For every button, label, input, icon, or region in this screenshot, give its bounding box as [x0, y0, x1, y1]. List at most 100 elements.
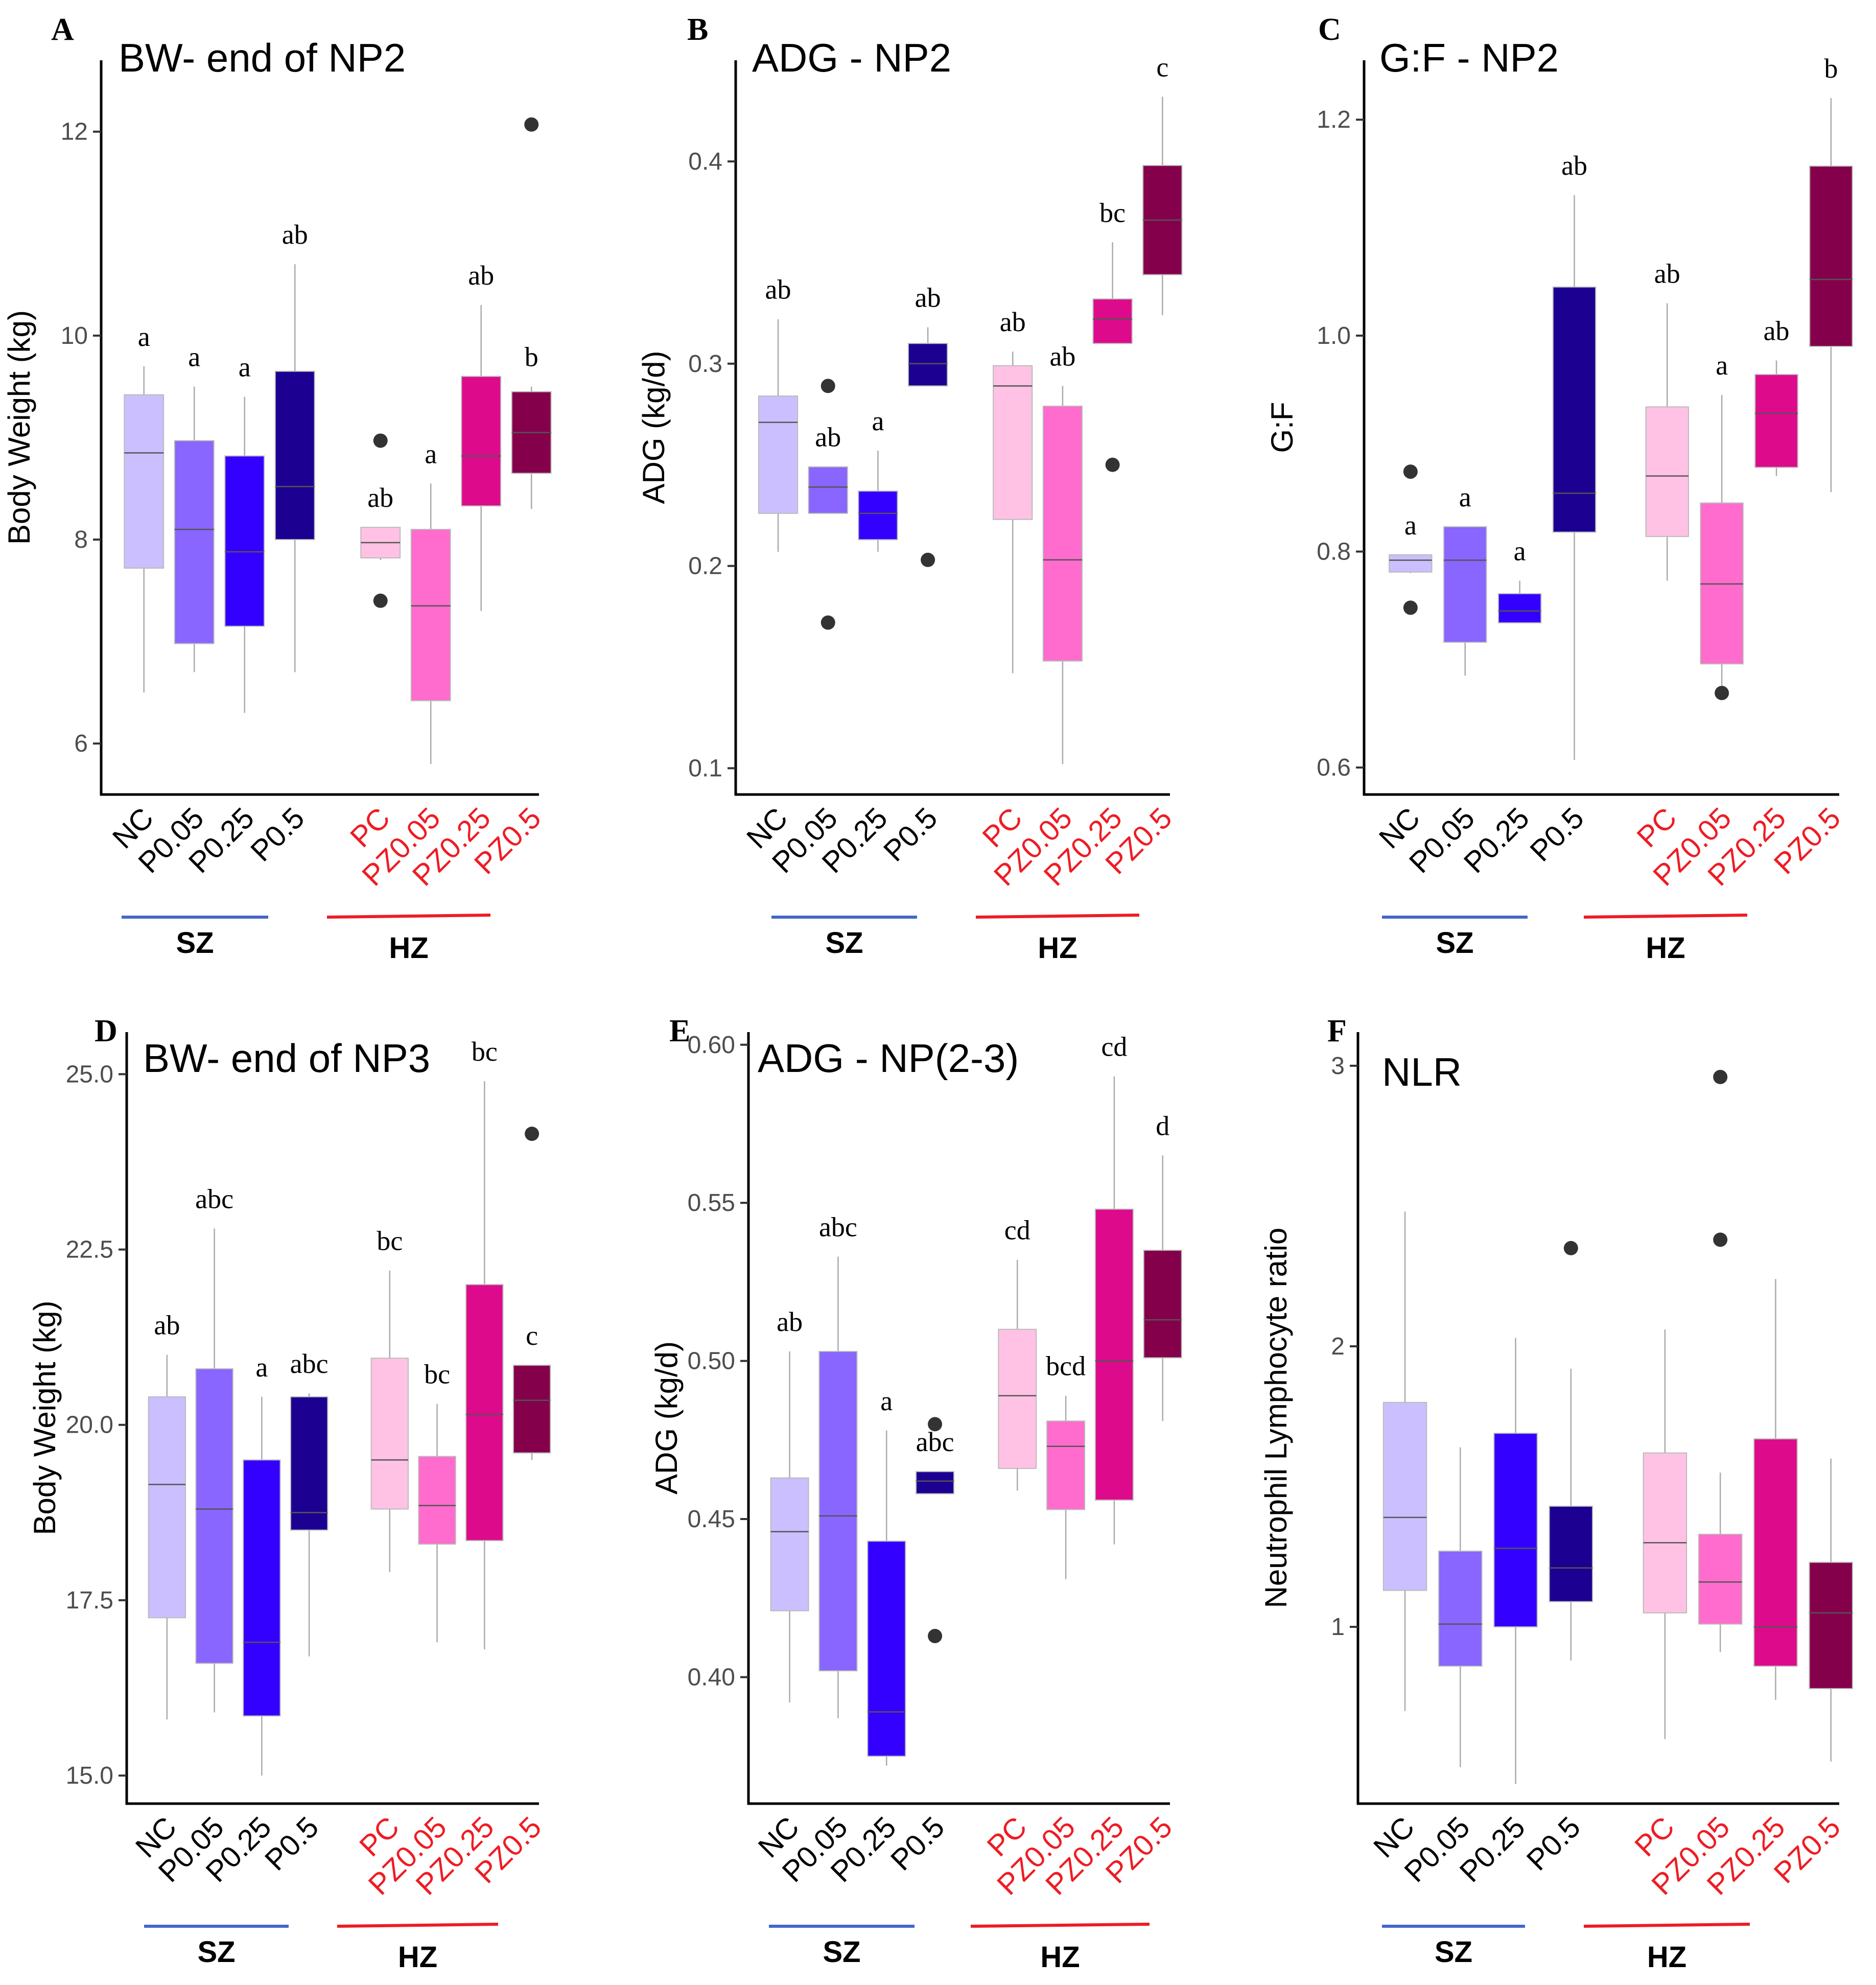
x-tick-label: P0.5: [1523, 801, 1590, 868]
significance-letter: ab: [815, 422, 841, 453]
significance-letter: a: [188, 342, 200, 372]
hz-group-line: [1583, 1923, 1750, 1928]
y-tick-label: 15.0: [66, 1762, 113, 1789]
x-tick-label: P0.5: [877, 801, 944, 868]
significance-letter: ab: [1049, 341, 1075, 371]
box-iqr: [1754, 373, 1798, 468]
y-tick-label: 17.5: [66, 1587, 113, 1614]
hz-group-label: HZ: [1646, 931, 1685, 965]
box-iqr: [1645, 406, 1689, 537]
significance-letter: ab: [154, 1310, 180, 1340]
box-iqr: [916, 1471, 955, 1494]
significance-letter: bc: [1099, 197, 1125, 228]
y-tick-label: 22.5: [66, 1236, 113, 1264]
outlier-point: [1563, 1241, 1578, 1255]
outlier-point: [820, 615, 835, 630]
significance-letter: a: [255, 1352, 268, 1383]
box-iqr: [1497, 593, 1542, 623]
box-iqr: [908, 343, 948, 387]
significance-letter: c: [526, 1320, 538, 1351]
y-tick-label: 25.0: [66, 1061, 113, 1088]
y-tick-label: 6: [74, 730, 88, 757]
x-tick-label: P0.25: [1453, 1810, 1532, 1888]
box-iqr: [410, 529, 451, 702]
significance-letter: cd: [1004, 1215, 1030, 1246]
box-iqr: [174, 440, 215, 644]
panel-title: NLR: [1382, 1049, 1462, 1094]
y-tick-label: 8: [74, 526, 88, 553]
panel-letter: B: [687, 12, 708, 47]
x-tick-label: P0.5: [259, 1810, 325, 1877]
panel-E: E ADG - NP(2-3) 0.40 0.45 0.50 0.55 0.60 ADG (k…: [649, 1014, 1182, 1974]
y-axis-title: Neutrophil Lymphocyte ratio: [1259, 1228, 1293, 1608]
significance-letter: a: [1514, 536, 1526, 567]
y-tick-label: 10: [61, 322, 88, 349]
box-iqr: [224, 455, 265, 627]
significance-letter: bcd: [1046, 1351, 1086, 1382]
outlier-point: [524, 117, 539, 132]
box-iqr: [274, 370, 315, 541]
significance-letter: a: [872, 406, 884, 436]
significance-letter: ab: [765, 274, 791, 305]
significance-letter: a: [239, 352, 251, 383]
y-tick-label: 0.2: [688, 553, 722, 580]
hz-group-label: HZ: [1038, 931, 1077, 965]
hz-group-line: [975, 914, 1140, 919]
y-tick-label: 0.3: [688, 351, 722, 378]
significance-letter: ab: [1000, 307, 1026, 337]
significance-letter: c: [1156, 52, 1168, 82]
y-tick-label: 1.0: [1317, 322, 1351, 349]
box-iqr: [1092, 298, 1133, 344]
sz-group-label: SZ: [1435, 1935, 1472, 1969]
box-iqr: [1698, 1533, 1743, 1625]
box-iqr: [758, 395, 799, 514]
box-iqr: [195, 1368, 233, 1664]
outlier-point: [1403, 464, 1418, 479]
box-iqr: [858, 491, 898, 541]
y-axis-title: ADG (kg/d): [649, 1341, 684, 1494]
x-tick-label: P0.5: [1520, 1810, 1587, 1877]
y-axis-title: G:F: [1265, 402, 1299, 453]
significance-letter: abc: [819, 1211, 857, 1242]
hz-group-line: [970, 1923, 1150, 1928]
y-tick-label: 0.45: [688, 1506, 735, 1533]
significance-letter: bc: [424, 1359, 450, 1390]
significance-letter: a: [425, 438, 437, 469]
box-iqr: [1389, 554, 1433, 573]
box-NC: aNC: [1373, 464, 1433, 855]
y-tick-label: 0.8: [1317, 539, 1351, 566]
x-tick-label: P0.5: [884, 1810, 951, 1877]
significance-letter: a: [138, 321, 150, 352]
significance-letter: ab: [915, 283, 941, 313]
box-iqr: [998, 1328, 1037, 1469]
significance-letter: b: [525, 342, 538, 372]
significance-letter: ab: [1764, 315, 1790, 346]
y-tick-label: 0.6: [1317, 754, 1351, 781]
significance-letter: abc: [290, 1348, 329, 1379]
box-iqr: [1443, 526, 1487, 643]
outlier-point: [525, 1127, 540, 1141]
y-axis-title: Body Weight (kg): [28, 1300, 62, 1535]
outlier-point: [928, 1629, 943, 1644]
y-tick-label: 0.4: [688, 148, 722, 175]
box-NC: aNC: [106, 321, 165, 855]
panel-title: BW- end of NP2: [119, 35, 406, 80]
box-iqr: [465, 1284, 504, 1542]
box-iqr: [418, 1456, 456, 1545]
box-iqr: [1493, 1433, 1538, 1628]
hz-group-label: HZ: [1040, 1941, 1080, 1974]
panel-title: BW- end of NP3: [143, 1036, 430, 1081]
panel-letter: D: [95, 1014, 118, 1048]
significance-letter: d: [1156, 1110, 1169, 1141]
panel-title: ADG - NP2: [752, 35, 951, 80]
box-iqr: [1046, 1420, 1086, 1510]
box-iqr: [770, 1477, 809, 1612]
outlier-point: [1403, 600, 1418, 615]
